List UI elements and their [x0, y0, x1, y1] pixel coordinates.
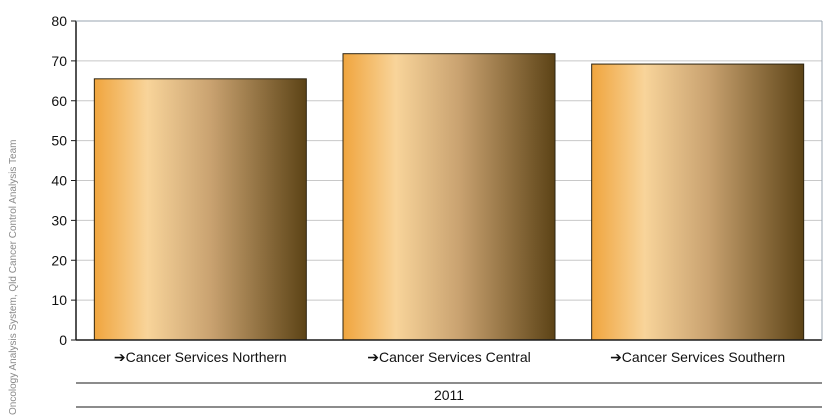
y-tick-label: 30: [51, 212, 67, 228]
y-tick-label: 70: [51, 53, 67, 69]
y-tick-label: 80: [51, 13, 67, 29]
category-label[interactable]: ➔Cancer Services Southern: [610, 349, 785, 365]
group-label: 2011: [434, 387, 464, 403]
y-tick-labels: 0 10 20 30 40 50 60 70 80: [51, 13, 67, 348]
source-note: Oncology Analysis System, Qld Cancer Con…: [8, 140, 19, 416]
bars: [93, 53, 805, 341]
y-tick-label: 10: [51, 292, 67, 308]
category-label[interactable]: ➔Cancer Services Northern: [114, 349, 287, 365]
y-tick-label: 60: [51, 93, 67, 109]
bar: [342, 53, 556, 341]
axes: [75, 20, 823, 408]
y-tick-label: 0: [59, 332, 67, 348]
bar: [591, 63, 805, 341]
y-tick-label: 40: [51, 173, 67, 189]
y-tick-label: 50: [51, 133, 67, 149]
category-labels: ➔Cancer Services Northern ➔Cancer Service…: [114, 349, 785, 365]
y-tick-label: 20: [51, 252, 67, 268]
bar: [93, 78, 307, 341]
category-label[interactable]: ➔Cancer Services Central: [367, 349, 530, 365]
